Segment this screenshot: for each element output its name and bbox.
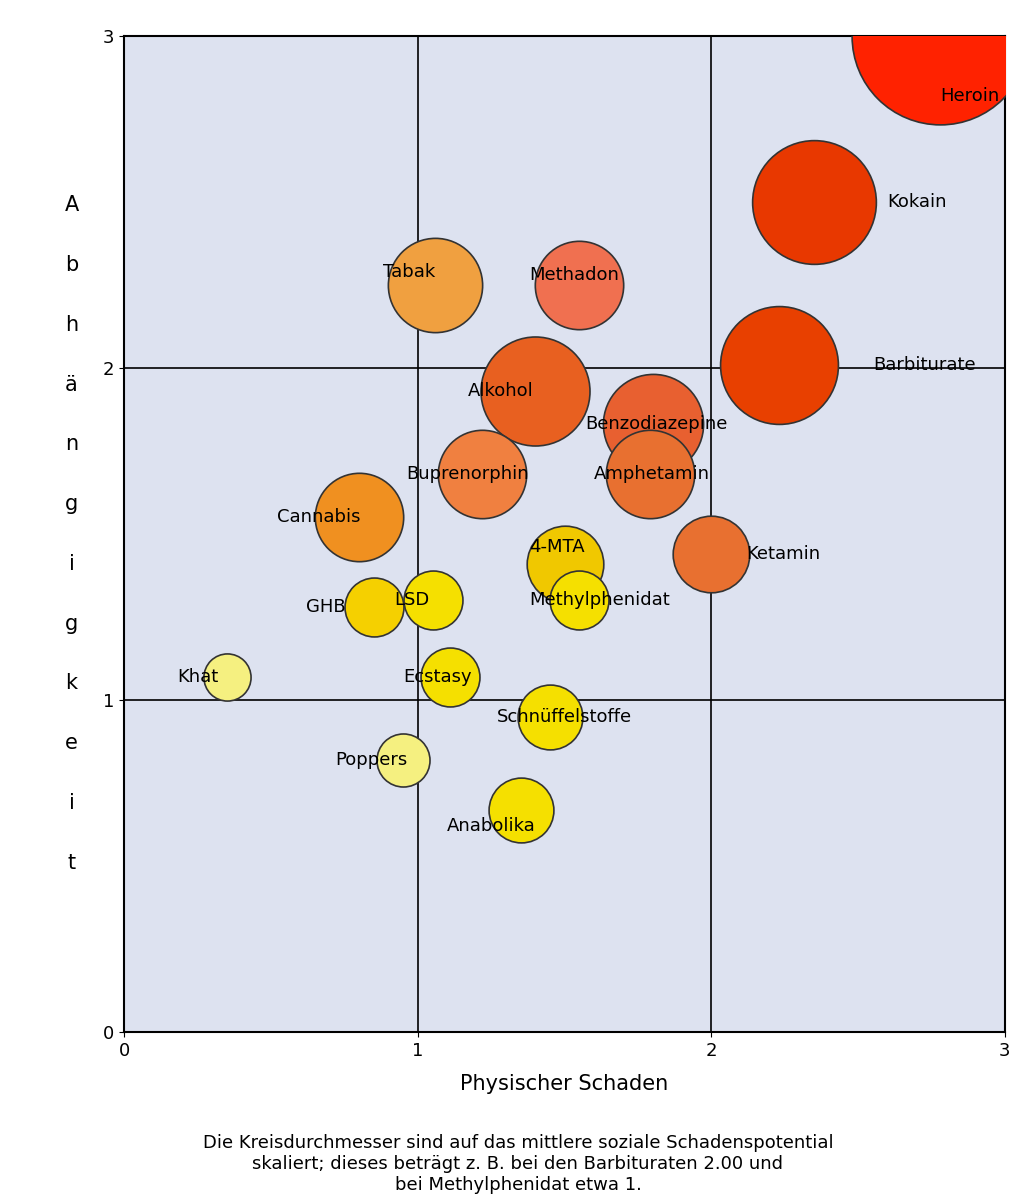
Text: Ecstasy: Ecstasy [403, 667, 471, 685]
Point [425, 590, 441, 610]
Text: Alkohol: Alkohol [467, 383, 534, 401]
Text: A: A [64, 196, 79, 215]
Point [474, 464, 491, 484]
Text: k: k [65, 673, 78, 694]
Text: Buprenorphin: Buprenorphin [406, 466, 528, 484]
Text: b: b [65, 256, 78, 275]
Text: 4-MTA: 4-MTA [529, 539, 585, 557]
Point [703, 545, 720, 564]
Text: i: i [68, 554, 75, 574]
Text: Barbiturate: Barbiturate [872, 355, 976, 373]
Text: ä: ä [65, 374, 78, 395]
Text: Amphetamin: Amphetamin [594, 466, 710, 484]
Point [806, 192, 823, 211]
Text: i: i [68, 793, 75, 812]
Text: Cannabis: Cannabis [277, 509, 361, 527]
Text: Die Kreisdurchmesser sind auf das mittlere soziale Schadenspotential
skaliert; d: Die Kreisdurchmesser sind auf das mittle… [203, 1134, 833, 1194]
Text: Methadon: Methadon [529, 266, 620, 284]
Text: Tabak: Tabak [382, 263, 435, 281]
X-axis label: Physischer Schaden: Physischer Schaden [460, 1074, 669, 1093]
Point [351, 508, 368, 527]
Text: GHB: GHB [307, 598, 346, 616]
Text: g: g [65, 613, 78, 634]
Point [542, 707, 558, 726]
Text: LSD: LSD [395, 592, 430, 610]
Point [512, 800, 528, 820]
Point [556, 554, 573, 574]
Text: Schnüffelstoffe: Schnüffelstoffe [497, 708, 632, 726]
Text: Ketamin: Ketamin [747, 545, 821, 563]
Point [527, 382, 544, 401]
Text: Benzodiazepine: Benzodiazepine [585, 415, 727, 433]
Point [932, 26, 949, 46]
Text: Kokain: Kokain [888, 193, 947, 211]
Point [644, 415, 661, 434]
Point [441, 667, 458, 686]
Text: Heroin: Heroin [941, 86, 1000, 104]
Text: g: g [65, 494, 78, 514]
Text: e: e [65, 733, 78, 754]
Point [395, 750, 411, 769]
Text: n: n [65, 434, 78, 455]
Text: t: t [67, 853, 76, 872]
Point [219, 667, 235, 686]
Point [571, 275, 587, 294]
Text: Methylphenidat: Methylphenidat [529, 592, 670, 610]
Text: Poppers: Poppers [336, 751, 408, 769]
Point [366, 598, 382, 617]
Text: Khat: Khat [177, 667, 219, 685]
Point [427, 275, 443, 294]
Text: h: h [65, 314, 78, 335]
Point [771, 355, 787, 374]
Text: Anabolika: Anabolika [448, 817, 536, 835]
Point [571, 590, 587, 610]
Point [641, 464, 658, 484]
